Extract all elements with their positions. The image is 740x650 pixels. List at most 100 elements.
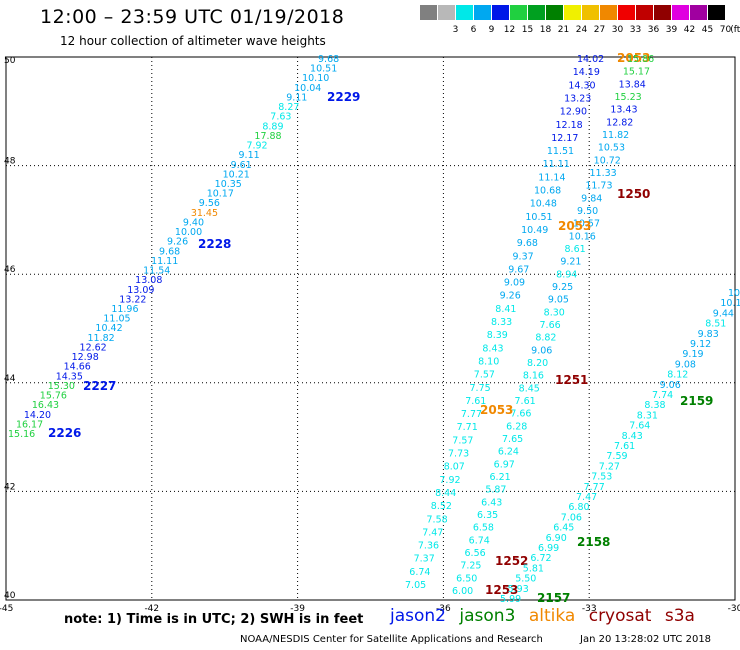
wave-height-label: 6.74 bbox=[409, 567, 430, 578]
wave-height-label: 9.25 bbox=[552, 282, 573, 293]
wave-height-label: 8.31 bbox=[637, 410, 658, 421]
legend-unit: (ft) bbox=[730, 25, 740, 35]
wave-height-label: 14.02 bbox=[577, 54, 604, 65]
lon-tick-label: -39 bbox=[290, 604, 305, 614]
wave-height-label: 11.82 bbox=[602, 130, 629, 141]
altimeter-tracks: 15.1616.1714.2016.4315.7615.3014.3514.66… bbox=[8, 51, 740, 605]
pass-id-label: 2228 bbox=[198, 237, 231, 251]
axis-ticks: -45 -42 -39 -36 -33 -30 50 48 46 44 42 40 bbox=[0, 56, 740, 614]
wave-height-label: 13.43 bbox=[610, 105, 637, 116]
wave-height-label: 9.19 bbox=[682, 349, 703, 360]
legend-swatch bbox=[672, 5, 689, 20]
wave-height-label: 8.20 bbox=[527, 358, 548, 369]
wave-height-label: 11.05 bbox=[103, 314, 130, 325]
pass-id-label: 2227 bbox=[83, 379, 116, 393]
footnote: note: 1) Time is in UTC; 2) SWH is in fe… bbox=[64, 612, 364, 627]
wave-height-label: 9.09 bbox=[504, 278, 525, 289]
wave-height-label: 10.49 bbox=[521, 225, 548, 236]
lon-tick-label: -42 bbox=[144, 604, 159, 614]
wave-height-label: 6.99 bbox=[538, 543, 559, 554]
legend-swatch bbox=[420, 5, 437, 20]
wave-height-label: 6.74 bbox=[469, 535, 490, 546]
page-title: 12:00 – 23:59 UTC 01/19/2018 bbox=[40, 6, 345, 28]
wave-height-label: 9.67 bbox=[508, 264, 529, 275]
wave-height-label: 8.61 bbox=[565, 244, 586, 255]
wave-height-label: 9.21 bbox=[560, 257, 581, 268]
lon-tick-label: -30 bbox=[728, 604, 740, 614]
lat-tick-label: 46 bbox=[4, 265, 16, 275]
legend-label: 18 bbox=[539, 25, 552, 35]
grid-lines bbox=[6, 57, 735, 600]
legend-label: 36 bbox=[647, 25, 660, 35]
wave-height-label: 8.41 bbox=[495, 304, 516, 315]
sat-cryosat: cryosat bbox=[588, 606, 652, 626]
wave-height-label: 7.92 bbox=[439, 475, 460, 486]
wave-height-label: 10.10 bbox=[302, 73, 329, 84]
wave-height-label: 10.04 bbox=[294, 83, 321, 94]
wave-height-label: 7.36 bbox=[418, 541, 439, 552]
wave-height-label: 16.17 bbox=[16, 419, 43, 430]
wave-height-label: 10.72 bbox=[594, 155, 621, 166]
wave-height-label: 12.62 bbox=[80, 342, 107, 353]
wave-height-label: 6.90 bbox=[546, 533, 567, 544]
wave-height-label: 6.28 bbox=[506, 421, 527, 432]
wave-height-label: 8.43 bbox=[482, 343, 503, 354]
legend-swatch bbox=[474, 5, 491, 20]
sat-altika: altika bbox=[528, 606, 576, 626]
wave-height-label: 7.77 bbox=[461, 409, 482, 420]
wave-height-label: 12.82 bbox=[606, 117, 633, 128]
wave-height-label: 7.05 bbox=[405, 580, 426, 591]
wave-height-label: 14.35 bbox=[56, 371, 83, 382]
credit-line: NOAA/NESDIS Center for Satellite Applica… bbox=[240, 634, 543, 645]
legend-label: 12 bbox=[503, 25, 516, 35]
wave-height-label: 6.43 bbox=[481, 497, 502, 508]
wave-height-label: 9.84 bbox=[581, 193, 602, 204]
wave-height-label: 10.1 bbox=[720, 298, 740, 309]
sat-s3a: s3a bbox=[664, 606, 695, 626]
lat-tick-label: 44 bbox=[4, 374, 16, 384]
wave-height-label: 7.47 bbox=[422, 527, 443, 538]
wave-height-label: 7.47 bbox=[576, 492, 597, 503]
wave-height-label: 8.94 bbox=[556, 269, 577, 280]
wave-height-label: 7.71 bbox=[457, 422, 478, 433]
wave-height-label: 9.68 bbox=[318, 54, 339, 65]
wave-height-label: 7.73 bbox=[448, 449, 469, 460]
wave-height-label: 9.12 bbox=[690, 339, 711, 350]
wave-height-label: 11.11 bbox=[543, 159, 570, 170]
satellite-key: jason2 jason3 altika cryosat s3a bbox=[390, 606, 703, 626]
wave-height-label: 6.97 bbox=[494, 459, 515, 470]
pass-id-label: 2053 bbox=[617, 51, 650, 65]
wave-height-label: 5.93 bbox=[508, 584, 529, 595]
wave-height-label: 10.16 bbox=[569, 231, 596, 242]
legend-swatch bbox=[492, 5, 509, 20]
wave-height-label: 7.65 bbox=[502, 434, 523, 445]
wave-height-label: 6.56 bbox=[465, 548, 486, 559]
wave-height-label: 9.37 bbox=[513, 251, 534, 262]
wave-height-label: 15.16 bbox=[8, 429, 35, 440]
legend-label: 6 bbox=[470, 25, 477, 35]
wave-height-label: 8.12 bbox=[667, 370, 688, 381]
page-subtitle: 12 hour collection of altimeter wave hei… bbox=[60, 34, 326, 48]
lon-tick-label: -45 bbox=[0, 604, 13, 614]
pass-id-label: 2053 bbox=[480, 403, 513, 417]
plot-frame bbox=[5, 56, 736, 601]
lon-tick-label: -36 bbox=[436, 604, 451, 614]
wave-height-label: 17.88 bbox=[254, 131, 281, 142]
lon-tick-label: -33 bbox=[582, 604, 597, 614]
wave-height-label: 14.20 bbox=[24, 410, 51, 421]
wave-height-label: 10.21 bbox=[223, 169, 250, 180]
wave-height-label: 6.80 bbox=[568, 502, 589, 513]
wave-height-label: 7.92 bbox=[246, 141, 267, 152]
wave-height-label: 16.43 bbox=[32, 400, 59, 411]
wave-height-label: 14.66 bbox=[64, 362, 91, 373]
wave-height-label: 7.61 bbox=[465, 396, 486, 407]
wave-height-label: 8.10 bbox=[478, 356, 499, 367]
wave-height-label: 9.83 bbox=[698, 329, 719, 340]
legend-label: 33 bbox=[629, 25, 642, 35]
pass-id-label: 2159 bbox=[680, 394, 713, 408]
wave-height-label: 5.81 bbox=[523, 563, 544, 574]
wave-height-label: 5.50 bbox=[515, 574, 536, 585]
legend-swatch bbox=[528, 5, 545, 20]
wave-height-label: 8.38 bbox=[644, 400, 665, 411]
legend-swatch bbox=[510, 5, 527, 20]
